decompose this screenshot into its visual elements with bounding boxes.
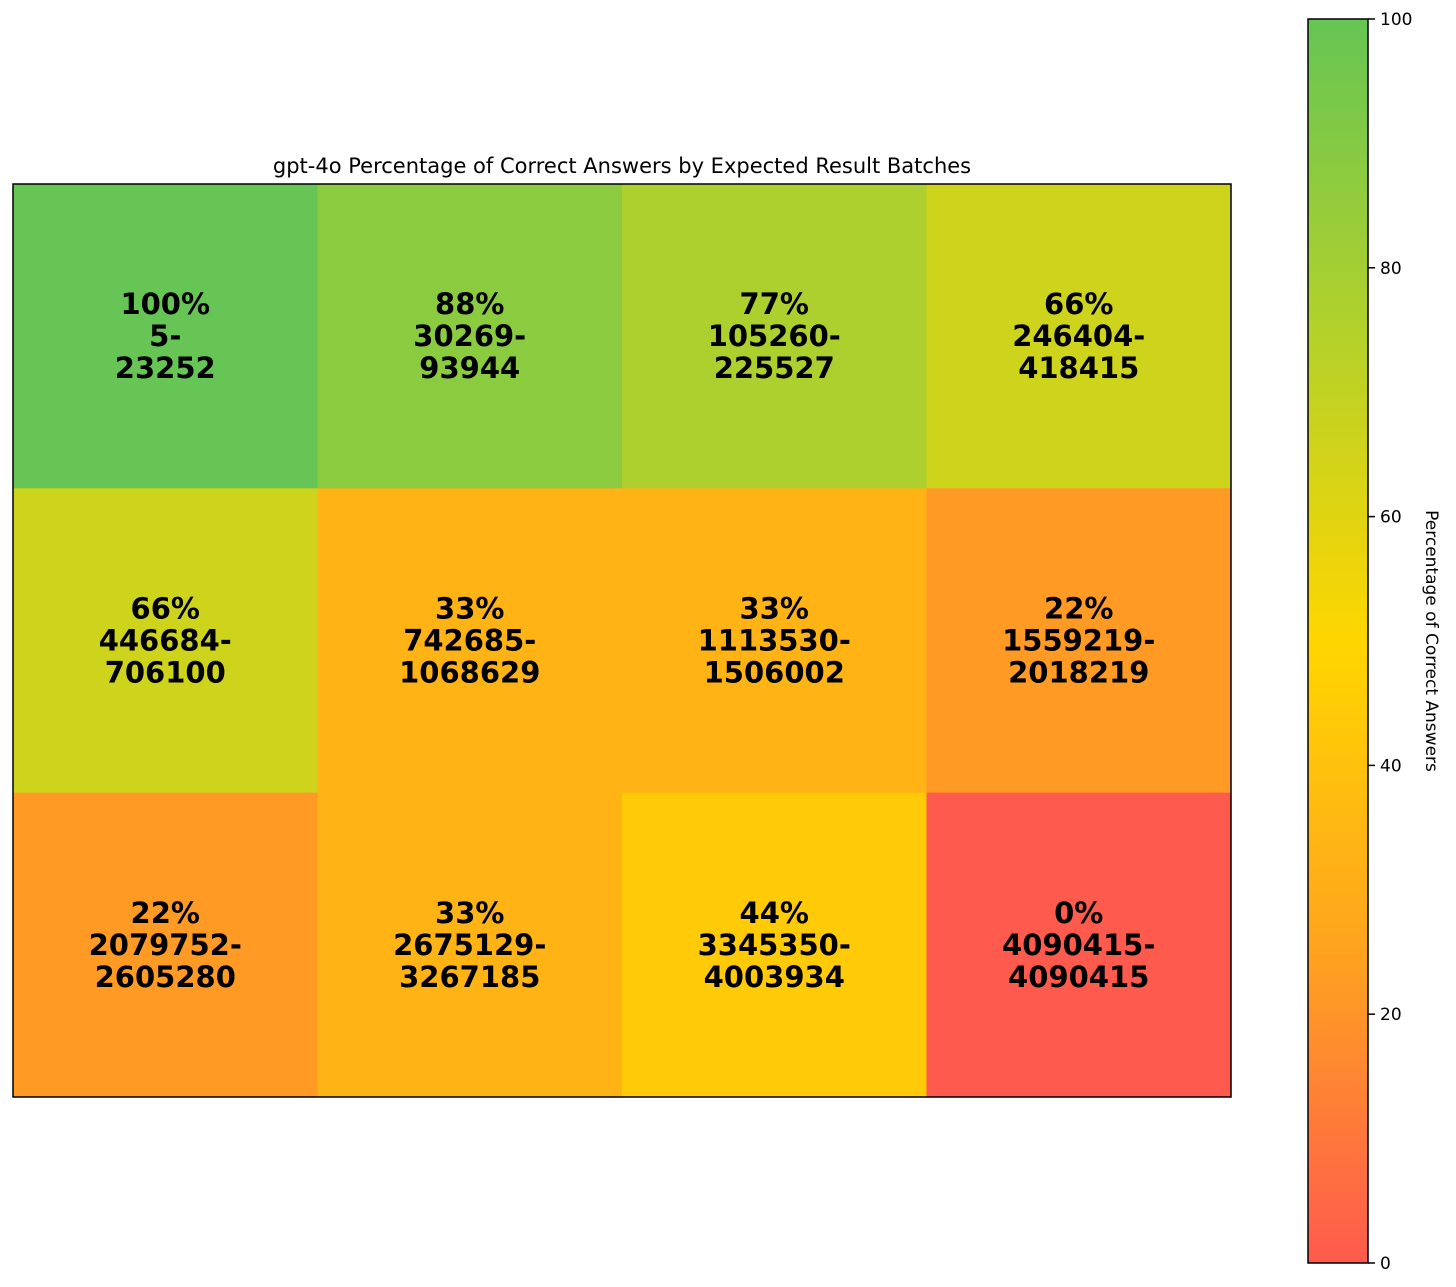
heatmap-cell-rect (926, 184, 1232, 489)
heatmap-cell: 0%4090415-4090415 (926, 792, 1232, 1098)
cell-percentage-label: 100% (120, 287, 210, 321)
heatmap-cell: 33%1113530-1506002 (622, 488, 927, 794)
cell-range-label: 2079752- (89, 928, 242, 962)
cell-range-label: 2675129- (393, 928, 546, 962)
heatmap-cell: 66%246404-418415 (926, 184, 1232, 489)
cell-percentage-label: 33% (435, 896, 504, 930)
colorbar-tick-label: 0 (1380, 1254, 1391, 1274)
cell-range-label: 93944 (419, 351, 520, 385)
cell-range-label: 4003934 (704, 960, 845, 994)
heatmap-cell: 33%2675129-3267185 (317, 792, 623, 1098)
heatmap-cell: 22%1559219-2018219 (926, 488, 1232, 794)
heatmap-cell-rect (926, 488, 1232, 794)
cell-range-label: 1506002 (704, 656, 845, 690)
heatmap-cell-rect (13, 792, 318, 1098)
heatmap-cell: 77%105260-225527 (622, 184, 927, 489)
colorbar-tick-label: 100 (1380, 10, 1412, 30)
cell-range-label: 1068629 (399, 656, 540, 690)
heatmap-cell: 100%5-23252 (13, 184, 318, 489)
cell-range-label: 418415 (1018, 351, 1139, 385)
heatmap-cell: 33%742685-1068629 (317, 488, 623, 794)
colorbar-tick-label: 80 (1380, 259, 1402, 279)
heatmap-cell-rect (13, 488, 318, 794)
colorbar-tick-label: 40 (1380, 756, 1402, 776)
cell-percentage-label: 66% (131, 592, 200, 626)
cell-range-label: 23252 (115, 351, 216, 385)
cell-range-label: 1559219- (1002, 624, 1155, 658)
cell-range-label: 3345350- (698, 928, 851, 962)
heatmap-cell: 44%3345350-4003934 (622, 792, 927, 1098)
heatmap-cell-rect (622, 488, 927, 794)
heatmap-cell-rect (13, 184, 318, 489)
cell-range-label: 4090415- (1002, 928, 1155, 962)
cell-range-label: 246404- (1012, 319, 1145, 353)
cell-range-label: 2605280 (95, 960, 236, 994)
cell-range-label: 1113530- (698, 624, 851, 658)
cell-percentage-label: 0% (1054, 896, 1103, 930)
cell-percentage-label: 22% (1044, 592, 1113, 626)
cell-range-label: 3267185 (399, 960, 540, 994)
heatmap-cell: 66%446684-706100 (13, 488, 318, 794)
heatmap-cell: 88%30269-93944 (317, 184, 623, 489)
plot-frame (12, 183, 1232, 1098)
colorbar-tick-label: 20 (1380, 1005, 1402, 1025)
heatmap-cell: 22%2079752-2605280 (13, 792, 318, 1098)
cell-percentage-label: 88% (435, 287, 504, 321)
heatmap-cell-rect (317, 792, 623, 1098)
cell-range-label: 2018219 (1008, 656, 1149, 690)
heatmap-cell-rect (317, 488, 623, 794)
heatmap-cell-rect (622, 792, 927, 1098)
cell-range-label: 30269- (413, 319, 526, 353)
colorbar-tick-label: 60 (1380, 508, 1402, 528)
cell-range-label: 4090415 (1008, 960, 1149, 994)
cell-percentage-label: 77% (740, 287, 809, 321)
cell-range-label: 706100 (105, 656, 226, 690)
heatmap-grid: 100%5-2325288%30269-9394477%105260-22552… (13, 184, 1232, 1098)
heatmap-cell-rect (622, 184, 927, 489)
cell-percentage-label: 22% (131, 896, 200, 930)
cell-percentage-label: 33% (740, 592, 809, 626)
colorbar-label: Percentage of Correct Answers (1421, 510, 1441, 772)
colorbar: 0 20 40 60 80 100 Percentage of Correct Answe… (1307, 10, 1441, 1274)
colorbar-ticks: 0 20 40 60 80 100 (1368, 10, 1412, 1274)
heatmap-cell-rect (926, 792, 1232, 1098)
cell-range-label: 225527 (714, 351, 835, 385)
cell-range-label: 446684- (99, 624, 232, 658)
cell-percentage-label: 33% (435, 592, 504, 626)
heatmap-cell-rect (317, 184, 623, 489)
colorbar-gradient (1307, 18, 1369, 1264)
cell-range-label: 742685- (403, 624, 536, 658)
cell-percentage-label: 66% (1044, 287, 1113, 321)
cell-range-label: 5- (149, 319, 181, 353)
cell-percentage-label: 44% (740, 896, 809, 930)
cell-range-label: 105260- (708, 319, 841, 353)
chart-title: gpt-4o Percentage of Correct Answers by … (273, 154, 971, 178)
